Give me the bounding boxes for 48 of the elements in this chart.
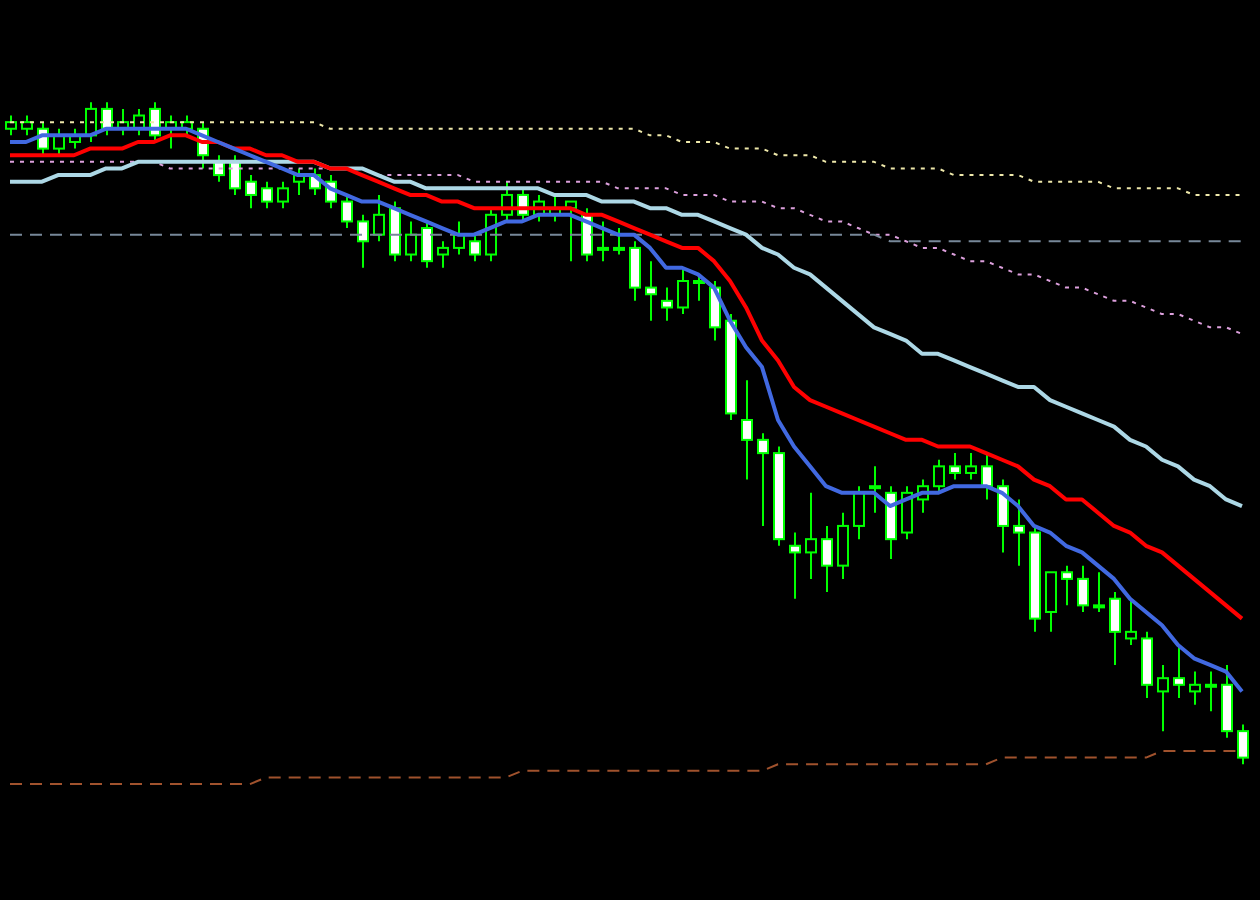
candlestick (693, 273, 705, 302)
candlestick (837, 511, 849, 580)
candlestick (1221, 663, 1233, 739)
candlestick (661, 286, 673, 322)
candlestick (933, 458, 945, 494)
candlestick (757, 432, 769, 527)
candlestick (1157, 663, 1169, 733)
candlestick (1093, 571, 1105, 613)
candlestick (869, 465, 881, 514)
candlestick (341, 193, 353, 230)
candlestick (965, 452, 977, 481)
candlestick (1237, 723, 1249, 766)
candlestick (645, 260, 657, 322)
candlestick (1013, 498, 1025, 567)
candlestick (1173, 644, 1185, 700)
candlestick (1125, 597, 1137, 647)
candlestick (741, 379, 753, 481)
candlestick (389, 200, 401, 263)
candlestick (997, 478, 1009, 554)
candlestick (1061, 564, 1073, 607)
candlestick (245, 174, 257, 210)
candlestick (805, 491, 817, 580)
candlestick (885, 485, 897, 561)
candlestick (261, 180, 273, 210)
candlestick (981, 452, 993, 501)
candlestick (357, 213, 369, 269)
candlestick (405, 220, 417, 263)
candlestick (597, 220, 609, 263)
candlestick (421, 220, 433, 269)
candlestick (789, 531, 801, 600)
candlestick (1141, 630, 1153, 700)
candlestick (373, 193, 385, 243)
candlestick (629, 240, 641, 302)
candlestick (853, 485, 865, 541)
candlestick (613, 227, 625, 256)
candlestick (1109, 591, 1121, 666)
candlestick (1189, 670, 1201, 706)
candlestick (21, 114, 33, 137)
candlestick (277, 180, 289, 210)
candlestick (437, 240, 449, 269)
candlestick (1205, 670, 1217, 713)
candlestick (677, 266, 689, 316)
candlestick (949, 452, 961, 481)
candlestick (5, 114, 17, 137)
candlestick (821, 524, 833, 594)
candlestick (1077, 564, 1089, 613)
candlestick (469, 233, 481, 263)
candlestick (1045, 571, 1057, 633)
